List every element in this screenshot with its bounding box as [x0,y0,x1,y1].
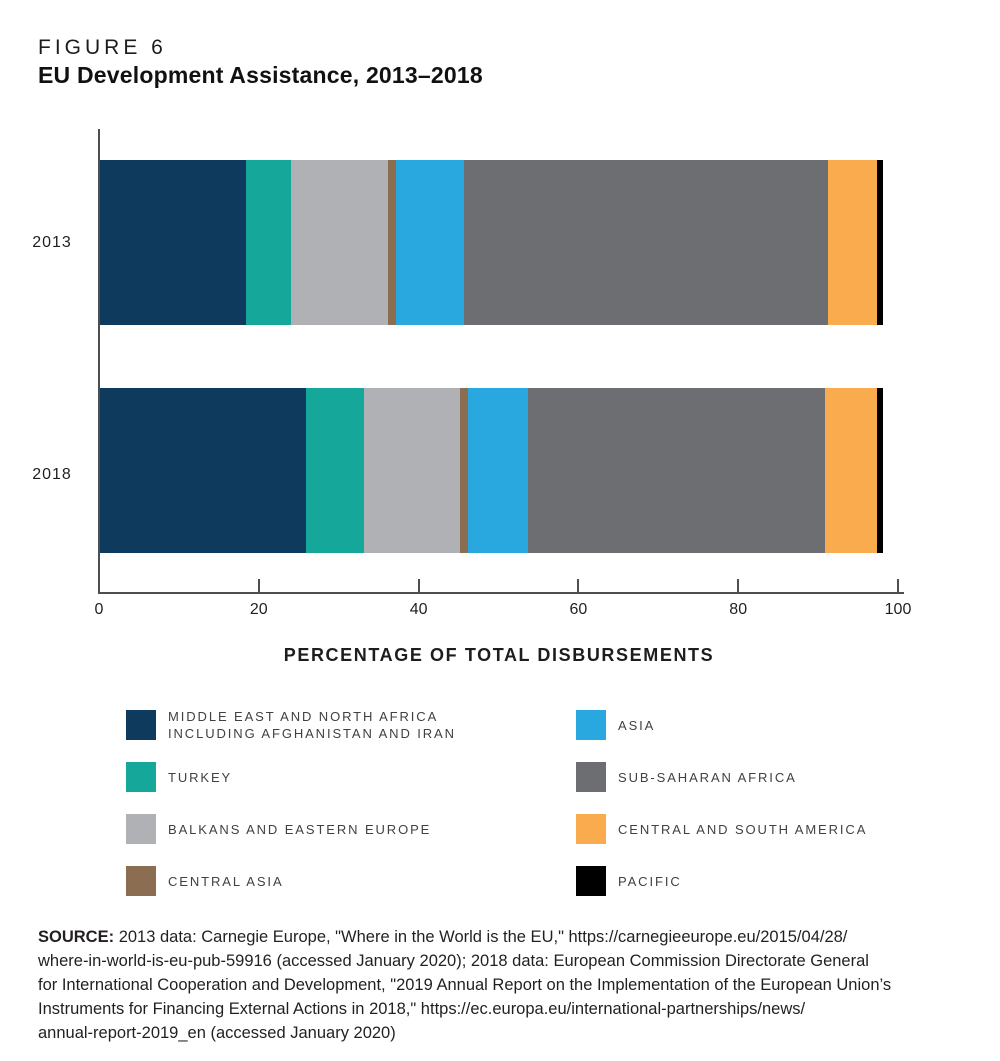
source-line: for International Cooperation and Develo… [38,976,892,994]
x-axis-tick [417,579,420,592]
legend-swatch [576,814,606,844]
bar-segment [876,160,883,325]
x-axis-tick-label: 0 [94,601,104,618]
y-axis-line [98,129,100,594]
y-axis-label-2013: 2013 [32,234,72,251]
legend-label: BALKANS AND EASTERN EUROPE [168,821,432,837]
legend-label: SUB-SAHARAN AFRICA [618,769,797,785]
legend-swatch [126,710,156,740]
x-axis-tick-label: 80 [729,601,748,618]
x-axis-line [98,592,904,594]
chart-title: EU Development Assistance, 2013–2018 [38,62,483,88]
x-axis-title: PERCENTAGE OF TOTAL DISBURSEMENTS [283,645,715,665]
source-note: SOURCE: 2013 data: Carnegie Europe, "Whe… [38,925,988,1045]
legend-label: TURKEY [168,769,233,785]
bar-segment [246,160,291,325]
bar-segment [290,160,389,325]
source-line: where-in-world-is-eu-pub-59916 (accessed… [38,952,869,970]
legend-swatch [576,866,606,896]
legend-swatch [576,762,606,792]
legend-item: MIDDLE EAST AND NORTH AFRICA INCLUDING AF… [126,709,456,741]
bar-segment [528,388,826,553]
x-axis-tick-label: 40 [409,601,428,618]
bar-segment [364,388,460,553]
source-label: SOURCE: [38,928,115,946]
y-axis-label-2018: 2018 [32,466,72,483]
source-line: Instruments for Financing External Actio… [38,1000,806,1018]
x-axis-tick [897,579,899,592]
bar-segment [827,160,877,325]
legend-swatch [126,814,156,844]
x-axis-tick-label: 20 [249,601,268,618]
x-axis-tick [737,579,740,592]
bar-segment [388,160,396,325]
bar-segment [100,388,307,553]
bar-segment [876,388,883,553]
legend-item: SUB-SAHARAN AFRICA [576,762,867,792]
legend-item: CENTRAL ASIA [126,866,456,896]
x-axis-tick-label: 100 [884,601,912,618]
source-line: SOURCE: 2013 data: Carnegie Europe, "Whe… [38,925,988,949]
bar-segment [825,388,877,553]
legend-label: CENTRAL AND SOUTH AMERICA [618,821,868,837]
legend-label: CENTRAL ASIA [168,873,284,889]
bar-segment [467,388,529,553]
bar-segment [100,160,247,325]
bar-segment [464,160,828,325]
legend-swatch [576,710,606,740]
figure-label: FIGURE 6 [38,36,167,59]
legend-item: TURKEY [126,762,456,792]
x-axis-tick-label: 60 [569,601,588,618]
legend-swatch [126,762,156,792]
legend-label: MIDDLE EAST AND NORTH AFRICA INCLUDING AF… [168,709,456,741]
bar-segment [459,388,468,553]
legend-item: PACIFIC [576,866,867,896]
bar-segment [306,388,365,553]
legend-item: BALKANS AND EASTERN EUROPE [126,814,456,844]
legend-label: PACIFIC [618,873,682,889]
source-text: 2013 data: Carnegie Europe, "Where in th… [118,928,848,946]
bar-segment [395,160,465,325]
x-axis-tick [257,579,260,592]
bar-row-2018 [100,388,883,553]
legend-label: ASIA [618,717,656,733]
source-line: annual-report-2019_en (accessed January … [38,1024,396,1042]
x-axis-tick [577,579,580,592]
legend-column-right: ASIA SUB-SAHARAN AFRICA CENTRAL AND SOUTH … [576,710,867,918]
legend-column-left: MIDDLE EAST AND NORTH AFRICA INCLUDING AF… [126,709,456,918]
bar-row-2013 [100,160,883,325]
legend-swatch [126,866,156,896]
legend-item: ASIA [576,710,867,740]
legend-item: CENTRAL AND SOUTH AMERICA [576,814,867,844]
